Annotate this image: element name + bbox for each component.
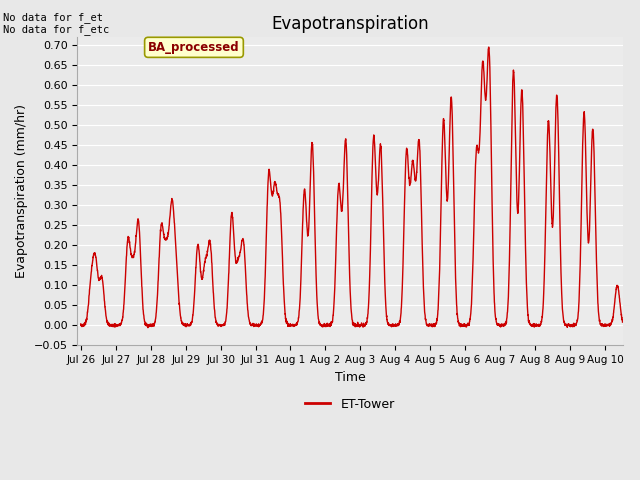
Title: Evapotranspiration: Evapotranspiration: [271, 15, 429, 33]
X-axis label: Time: Time: [335, 371, 365, 384]
Legend: ET-Tower: ET-Tower: [300, 393, 399, 416]
Y-axis label: Evapotranspiration (mm/hr): Evapotranspiration (mm/hr): [15, 104, 28, 278]
Text: No data for f_et
No data for f_etc: No data for f_et No data for f_etc: [3, 12, 109, 36]
Text: BA_processed: BA_processed: [148, 41, 240, 54]
